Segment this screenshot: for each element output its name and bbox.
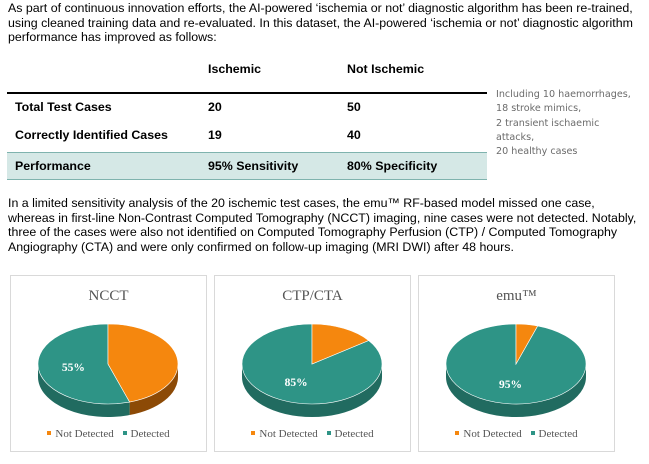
legend-label: Detected	[334, 428, 374, 440]
ischemic-value: 20	[208, 100, 222, 114]
legend-label: Not Detected	[259, 428, 318, 440]
row-label: Correctly Identified Cases	[15, 128, 168, 142]
pie-side-detected	[38, 364, 130, 417]
legend-label: Detected	[538, 428, 578, 440]
legend-swatch	[455, 431, 460, 436]
pie-svg: 55%	[37, 323, 179, 417]
legend-item-not-detected: Not Detected	[455, 428, 522, 440]
pie-svg: 95%	[445, 323, 587, 417]
chart-title: NCCT	[88, 288, 129, 304]
chart-legend: Not Detected Detected	[11, 428, 206, 440]
pie-slice-detected	[37, 323, 131, 405]
not-ischemic-value: 50	[347, 100, 361, 114]
table-row: Correctly Identified Cases 19 40	[7, 122, 487, 148]
chart-legend: Not Detected Detected	[419, 428, 614, 440]
row-label: Total Test Cases	[15, 100, 112, 114]
legend-label: Not Detected	[55, 428, 114, 440]
header-ischemic: Ischemic	[208, 62, 262, 76]
row-label: Performance	[15, 159, 91, 173]
legend-item-detected: Detected	[326, 428, 374, 440]
pie-slice-not-detected	[515, 323, 539, 366]
table-row: Total Test Cases 20 50	[7, 92, 487, 120]
legend-swatch	[326, 431, 331, 436]
test-case-note: Including 10 haemorrhages, 18 stroke mim…	[496, 88, 646, 159]
pie-side-not-detected	[129, 364, 178, 416]
note-line: 20 healthy cases	[496, 146, 578, 158]
pie-data-label: 95%	[499, 379, 522, 391]
legend-swatch	[251, 431, 256, 436]
chart-title: emu™	[496, 288, 537, 304]
legend-item-detected: Detected	[530, 428, 578, 440]
intro-paragraph: As part of continuous innovation efforts…	[8, 1, 633, 45]
note-line: Including 10 haemorrhages,	[496, 89, 631, 100]
legend-swatch	[530, 431, 535, 436]
pie-data-label: 85%	[285, 377, 308, 389]
ischemic-value: 19	[208, 128, 222, 142]
chart-ncct: NCCT 55% Not Detected Detected	[10, 275, 207, 452]
legend-item-not-detected: Not Detected	[47, 428, 114, 440]
chart-emu: emu™ 95% Not Detected Detected	[418, 275, 615, 452]
legend-swatch	[47, 431, 52, 436]
not-ischemic-value: 40	[347, 128, 361, 142]
pie-side-detected	[446, 364, 586, 417]
chart-title: CTP/CTA	[282, 288, 343, 304]
table-header-row: Ischemic Not Ischemic	[7, 56, 487, 82]
note-line: 18 stroke mimics,	[496, 103, 582, 115]
note-line: attacks,	[496, 131, 535, 143]
legend-label: Not Detected	[463, 428, 522, 440]
sensitivity-value: 95% Sensitivity	[208, 159, 299, 173]
pie-side-detected	[242, 364, 382, 417]
table-row-performance: Performance 95% Sensitivity 80% Specific…	[7, 152, 487, 180]
legend-swatch	[122, 431, 127, 436]
analysis-paragraph: In a limited sensitivity analysis of the…	[8, 196, 637, 254]
legend-item-not-detected: Not Detected	[251, 428, 318, 440]
chart-ctp-cta: CTP/CTA 85% Not Detected Detected	[214, 275, 411, 452]
pie-svg: 85%	[241, 323, 383, 417]
chart-legend: Not Detected Detected	[215, 428, 410, 440]
legend-label: Detected	[130, 428, 170, 440]
pie-data-label: 55%	[62, 362, 85, 374]
pie-slice-not-detected	[107, 323, 179, 403]
header-not-ischemic: Not Ischemic	[347, 62, 425, 76]
pie-slice-not-detected	[311, 323, 370, 365]
specificity-value: 80% Specificity	[347, 159, 438, 173]
legend-item-detected: Detected	[122, 428, 170, 440]
note-line: 2 transient ischaemic	[496, 117, 600, 129]
